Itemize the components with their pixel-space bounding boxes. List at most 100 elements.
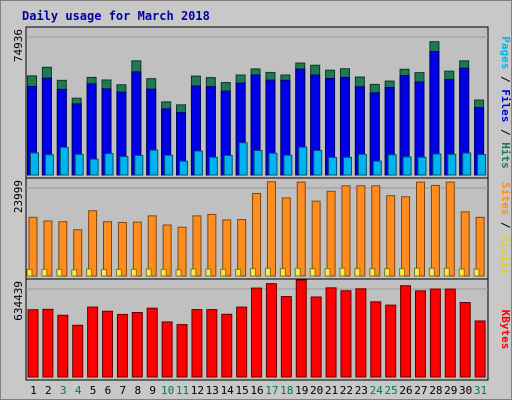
middle_panel-visits-bar (192, 215, 202, 277)
x-tick-label: 15 (235, 384, 248, 397)
top_panel-pages-bar (44, 154, 54, 176)
x-tick-label: 14 (221, 384, 235, 397)
bottom_panel-kbytes-bar (176, 324, 188, 378)
bottom_panel-kbytes-bar (116, 313, 128, 378)
x-tick-label: 27 (414, 384, 427, 397)
x-tick-label: 4 (75, 384, 82, 397)
middle-panel: 23999 Sites / Visits (12, 177, 512, 280)
middle_panel-visits-bar (386, 195, 396, 277)
bottom-panel: 634439 KBytes (12, 278, 512, 381)
top_panel-pages-bar (238, 142, 248, 176)
bottom_panel-kbytes-bar (280, 296, 292, 378)
middle_panel-visits-bar (401, 196, 411, 277)
bottom_panel-kbytes-bar (414, 290, 426, 378)
middle_panel-sites-bar (26, 268, 33, 277)
middle_panel-visits-bar (207, 213, 217, 277)
bottom_panel-kbytes-bar (251, 287, 263, 378)
x-tick-label: 21 (325, 384, 338, 397)
top_panel-pages-bar (447, 153, 457, 176)
middle_panel-visits-bar (132, 221, 142, 277)
x-tick-label: 2 (45, 384, 52, 397)
bottom_panel-side-label: KBytes (499, 310, 512, 350)
middle_panel-sites-bar (309, 268, 316, 277)
bottom_panel-kbytes-bar (385, 304, 397, 378)
middle_panel-sites-bar (145, 268, 152, 277)
x-tick-label: 29 (444, 384, 457, 397)
x-tick-label: 11 (176, 384, 189, 397)
x-tick-label: 13 (206, 384, 219, 397)
x-tick-label: 25 (385, 384, 398, 397)
top_panel-pages-bar (253, 150, 263, 176)
middle_panel-visits-bar (326, 190, 336, 277)
x-tick-label: 9 (149, 384, 156, 397)
middle_panel-visits-bar (311, 200, 321, 277)
middle_panel-sites-bar (235, 268, 242, 277)
x-tick-label: 8 (134, 384, 141, 397)
bottom_panel-kbytes-bar (400, 285, 412, 378)
bottom_panel-kbytes-bar (27, 309, 39, 378)
bottom_panel-kbytes-bar (340, 290, 352, 378)
bottom_panel-kbytes-bar (87, 306, 99, 378)
top_panel-pages-bar (268, 152, 278, 176)
x-tick-label: 20 (310, 384, 323, 397)
middle_panel-sites-bar (369, 268, 376, 277)
x-tick-label: 26 (399, 384, 412, 397)
x-tick-label: 24 (370, 384, 384, 397)
top_panel-pages-bar (328, 157, 338, 176)
x-tick-label: 17 (265, 384, 278, 397)
middle_panel-sites-bar (294, 267, 301, 277)
middle_panel-sites-bar (220, 268, 227, 277)
middle_panel-visits-bar (58, 221, 68, 277)
bottom_panel-kbytes-bar (310, 296, 322, 378)
top_panel-pages-bar (417, 156, 427, 176)
middle_panel-sites-bar (130, 268, 137, 277)
x-tick-label: 16 (250, 384, 263, 397)
middle_panel-visits-bar (475, 216, 485, 277)
x-tick-label: 7 (120, 384, 127, 397)
bottom_panel-max-label: 634439 (12, 281, 25, 321)
middle_panel-sites-bar (473, 268, 480, 277)
top_panel-pages-bar (134, 154, 144, 176)
middle_panel-visits-bar (356, 185, 366, 277)
x-tick-label: 12 (191, 384, 204, 397)
middle_panel-visits-bar (266, 181, 276, 277)
top_panel-max-label: 74936 (12, 29, 25, 62)
middle_panel-sites-bar (160, 268, 167, 277)
middle_panel-visits-bar (460, 211, 470, 277)
middle_panel-sites-bar (56, 268, 63, 277)
bottom_panel-kbytes-bar (146, 307, 158, 378)
bottom_panel-kbytes-bar (42, 308, 54, 378)
top_panel-pages-bar (432, 153, 442, 176)
top_panel-pages-bar (208, 156, 218, 176)
bottom_panel-kbytes-bar (429, 288, 441, 378)
middle_panel-visits-bar (415, 181, 425, 277)
top_panel-pages-bar (372, 160, 382, 176)
middle_panel-visits-bar (252, 192, 262, 277)
middle_panel-visits-bar (103, 221, 113, 277)
middle_panel-visits-bar (88, 210, 98, 277)
top_panel-pages-bar (402, 156, 412, 176)
top_panel-pages-bar (119, 156, 129, 176)
middle_panel-visits-bar (43, 220, 53, 277)
bottom_panel-kbytes-bar (191, 309, 203, 378)
top_panel-pages-bar (89, 158, 99, 176)
bottom_panel-kbytes-bar (57, 314, 69, 378)
top_panel-pages-bar (387, 154, 397, 176)
top_panel-pages-bar (193, 150, 203, 176)
middle_panel-visits-bar (73, 229, 83, 277)
top_panel-pages-bar (104, 153, 114, 176)
middle_panel-sites-bar (41, 268, 48, 277)
middle_panel-sites-bar (190, 268, 197, 277)
middle_panel-sites-bar (413, 267, 420, 277)
x-tick-label: 23 (355, 384, 368, 397)
top_panel-pages-bar (30, 152, 39, 176)
top_panel-pages-bar (298, 146, 308, 176)
middle_panel-visits-bar (28, 216, 38, 277)
middle_panel-sites-bar (428, 267, 435, 277)
bottom_panel-kbytes-bar (325, 287, 337, 378)
middle_panel-sites-bar (71, 269, 78, 277)
top_panel-pages-bar (164, 154, 174, 176)
top_panel-pages-bar (74, 153, 84, 176)
bottom_panel-kbytes-bar (236, 306, 248, 378)
bottom_panel-kbytes-bar (161, 321, 173, 378)
